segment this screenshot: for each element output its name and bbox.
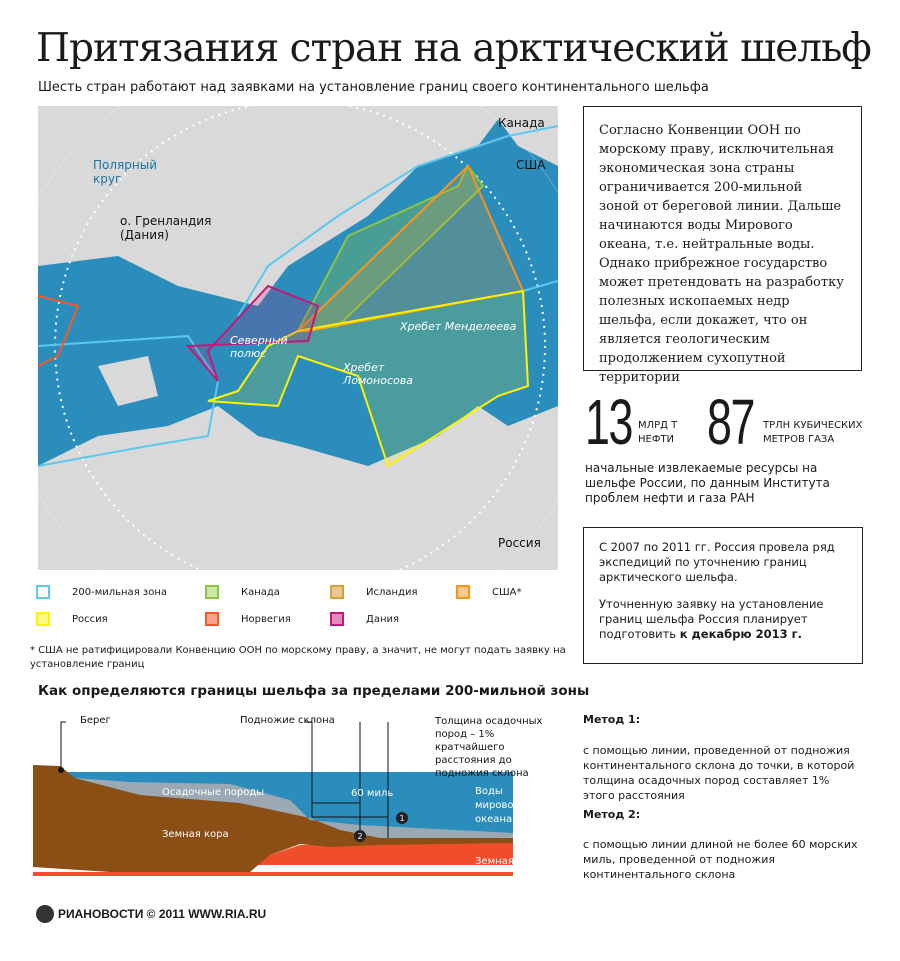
- legend-item: Исландия: [330, 585, 417, 599]
- stat-gas: 87: [707, 385, 774, 459]
- subtitle: Шесть стран работают над заявками на уст…: [38, 80, 709, 95]
- canada-land: [488, 106, 558, 166]
- unit-line: МЕТРОВ ГАЗА: [763, 434, 835, 445]
- zone200-line: [38, 125, 558, 467]
- shelf-diagram: 1 2: [33, 721, 513, 876]
- legend-item: Канада: [205, 585, 280, 599]
- legend-label: США*: [492, 586, 522, 598]
- russia-claim: [207, 289, 530, 468]
- label-60-miles: 60 миль: [351, 788, 394, 799]
- label-crust: Земная кора: [162, 829, 229, 840]
- legend-label: Норвегия: [241, 613, 291, 625]
- legend-item: Россия: [36, 612, 108, 626]
- denmark-claim: [185, 284, 320, 382]
- footnote: * США не ратифицировали Конвенцию ООН по…: [30, 645, 566, 670]
- legend-label: Канада: [241, 586, 280, 598]
- label-lomonosov: Хребет Ломоносова: [343, 361, 413, 387]
- stat-unit: МЛРД Т НЕФТИ: [638, 419, 677, 447]
- page-title: Притязания стран на арктический шельф: [36, 26, 872, 71]
- swatch: [330, 585, 344, 599]
- label-usa: США: [516, 158, 546, 172]
- stat-value: 87: [707, 386, 755, 458]
- info-box: Согласно Конвенции ООН по морскому праву…: [583, 106, 862, 385]
- legend-label: Россия: [72, 613, 108, 625]
- swatch: [205, 585, 219, 599]
- crust-area: [33, 765, 513, 872]
- marker-1-label: 1: [399, 814, 404, 823]
- map-graphic: [38, 106, 558, 570]
- label-north-pole: Северный полюс: [230, 334, 288, 360]
- unit-line: МЛРД Т: [638, 420, 678, 431]
- box2-p2-text: Уточненную заявку на установление границ…: [599, 597, 824, 641]
- greenland-land: [38, 106, 508, 306]
- label-canada: Канада: [498, 116, 545, 130]
- method-2-title: Метод 2:: [583, 808, 641, 821]
- label-ocean: Воды мирового океана: [475, 786, 525, 825]
- marker-1: [396, 812, 408, 824]
- box2-p2: Уточненную заявку на установление границ…: [599, 597, 847, 642]
- label-thickness: Толщина осадочных пород – 1% кратчайшего…: [435, 716, 543, 779]
- russia-land: [38, 406, 558, 570]
- swatch: [36, 612, 50, 626]
- expedition-box: С 2007 по 2011 гг. Россия провела ряд эк…: [583, 527, 863, 664]
- unit-line: ТРЛН КУБИЧЕСКИХ: [763, 420, 863, 431]
- label-russia: Россия: [498, 536, 541, 550]
- legend-item: Норвегия: [205, 612, 291, 626]
- method-2-text: с помощью линии длиной не более 60 морск…: [583, 838, 858, 881]
- legend-label: Дания: [366, 613, 399, 625]
- site-link[interactable]: WWW.RIA.RU: [188, 907, 267, 921]
- svalbard-land: [98, 356, 158, 406]
- arctic-map: Канада США Полярный круг о. Гренландия (…: [38, 106, 558, 570]
- swatch: [456, 585, 470, 599]
- stat-unit: ТРЛН КУБИЧЕСКИХ МЕТРОВ ГАЗА: [763, 419, 862, 447]
- section-title: Как определяются границы шельфа за преде…: [38, 683, 590, 699]
- stat-value: 13: [585, 386, 633, 458]
- mantle-area: [33, 842, 513, 866]
- label-mantle: Земная мантия: [475, 856, 556, 867]
- label-slope-foot: Подножие склона: [240, 715, 335, 726]
- footer: РИАНОВОСТИ © 2011 WWW.RIA.RU: [36, 905, 266, 923]
- marker-2: [354, 830, 366, 842]
- brand: РИАНОВОСТИ: [58, 907, 144, 921]
- label-mendeleev: Хребет Менделеева: [400, 320, 517, 333]
- label-sediments: Осадочные породы: [162, 787, 265, 798]
- legend-item: США*: [456, 585, 522, 599]
- ria-logo-icon: [36, 905, 54, 923]
- resources-text: начальные извлекаемые ресурсы на шельфе …: [585, 461, 830, 505]
- box2-p2-bold: к декабрю 2013 г.: [679, 627, 802, 641]
- box2-p1: С 2007 по 2011 гг. Россия провела ряд эк…: [599, 540, 835, 584]
- label-polar-circle: Полярный круг: [93, 158, 157, 186]
- stat-oil: 13: [585, 385, 652, 459]
- swatch: [205, 612, 219, 626]
- swatch: [36, 585, 50, 599]
- method-1-text: с помощью линии, проведенной от подножия…: [583, 744, 855, 802]
- unit-line: НЕФТИ: [638, 434, 675, 445]
- marker-2-label: 2: [357, 832, 362, 841]
- swatch: [330, 612, 344, 626]
- copyright: © 2011: [146, 907, 185, 921]
- norway-claim: [38, 295, 80, 367]
- legend-item: Дания: [330, 612, 399, 626]
- legend-item: 200-мильная зона: [36, 585, 167, 599]
- legend-label: Исландия: [366, 586, 418, 598]
- legend-label: 200-мильная зона: [72, 586, 167, 598]
- method-1-title: Метод 1:: [583, 713, 641, 726]
- label-coast: Берег: [80, 715, 111, 726]
- label-greenland: о. Гренландия (Дания): [120, 214, 212, 242]
- sediment-area: [75, 778, 513, 838]
